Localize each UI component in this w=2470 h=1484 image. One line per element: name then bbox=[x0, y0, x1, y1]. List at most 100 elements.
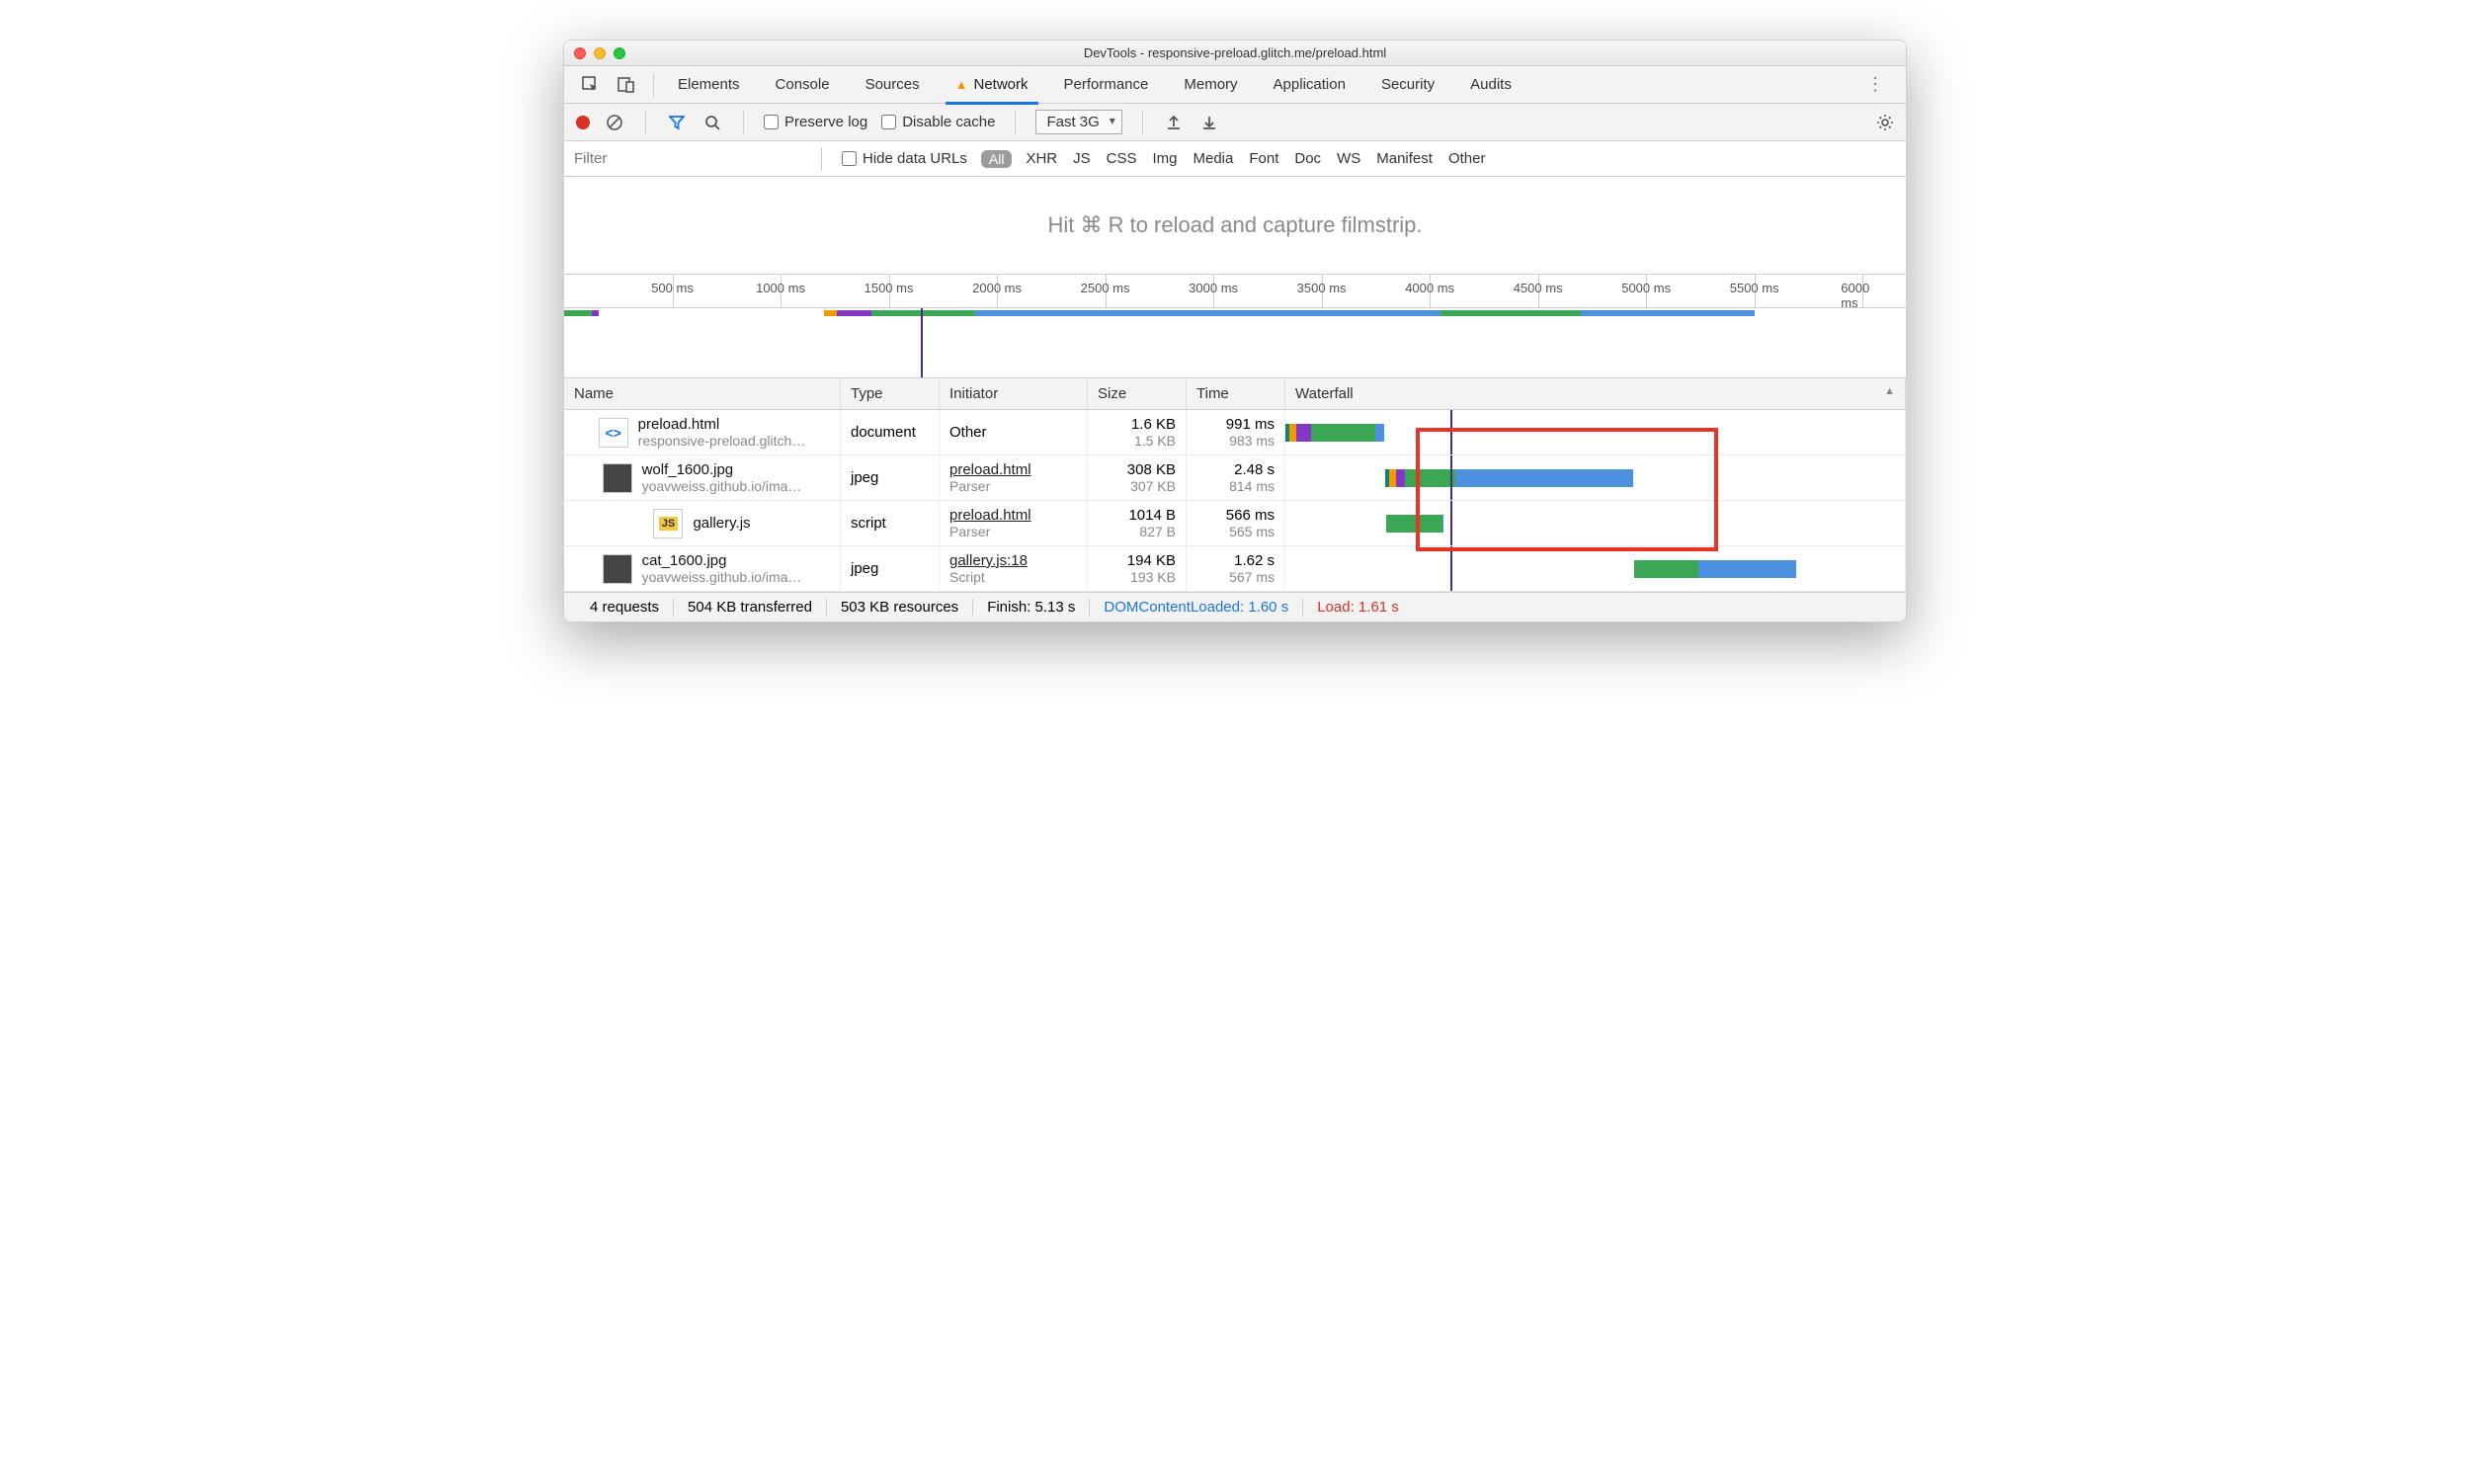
img-file-icon bbox=[603, 463, 632, 493]
request-name: preload.html bbox=[638, 416, 806, 433]
timeline-tick-label: 500 ms bbox=[651, 281, 694, 295]
tab-memory[interactable]: Memory bbox=[1166, 66, 1255, 104]
timeline-tick-label: 4000 ms bbox=[1405, 281, 1454, 295]
tab-sources[interactable]: Sources bbox=[848, 66, 938, 104]
timeline-tick-label: 6000 ms bbox=[1841, 281, 1884, 310]
col-size[interactable]: Size bbox=[1088, 378, 1187, 410]
timeline-chart bbox=[564, 308, 1906, 377]
more-menu-icon[interactable]: ⋮ bbox=[1851, 74, 1900, 95]
status-bar: 4 requests 504 KB transferred 503 KB res… bbox=[564, 592, 1906, 621]
request-type: jpeg bbox=[841, 546, 940, 592]
js-file-icon: JS bbox=[653, 509, 683, 538]
search-icon[interactable] bbox=[701, 112, 723, 133]
preserve-log-label: Preserve log bbox=[784, 114, 867, 130]
tab-network[interactable]: ▲Network bbox=[938, 66, 1046, 104]
tab-application[interactable]: Application bbox=[1256, 66, 1363, 104]
devtools-window: DevTools - responsive-preload.glitch.me/… bbox=[563, 40, 1907, 622]
requests-table: Name Type Initiator Size Time Waterfall … bbox=[564, 378, 1906, 592]
col-name[interactable]: Name bbox=[564, 378, 841, 410]
request-type: document bbox=[841, 410, 940, 455]
initiator-link[interactable]: preload.html bbox=[949, 507, 1077, 524]
disable-cache-label: Disable cache bbox=[902, 114, 995, 130]
initiator-link[interactable]: preload.html bbox=[949, 461, 1077, 478]
filter-type-css[interactable]: CSS bbox=[1107, 150, 1137, 167]
filter-icon[interactable] bbox=[666, 112, 688, 133]
status-finish: Finish: 5.13 s bbox=[973, 599, 1090, 616]
status-dcl: DOMContentLoaded: 1.60 s bbox=[1090, 599, 1303, 616]
record-button[interactable] bbox=[576, 116, 590, 129]
status-load: Load: 1.61 s bbox=[1303, 599, 1413, 616]
request-domain: yoavweiss.github.io/ima… bbox=[642, 569, 802, 585]
download-har-icon[interactable] bbox=[1198, 112, 1220, 133]
filter-type-media[interactable]: Media bbox=[1194, 150, 1234, 167]
timeline-tick-label: 4500 ms bbox=[1514, 281, 1563, 295]
html-file-icon: <> bbox=[599, 418, 628, 448]
request-domain: responsive-preload.glitch… bbox=[638, 433, 806, 449]
separator bbox=[821, 147, 822, 171]
timeline-tick-label: 2000 ms bbox=[972, 281, 1022, 295]
request-name: wolf_1600.jpg bbox=[642, 461, 802, 478]
throttling-select[interactable]: Fast 3G bbox=[1035, 110, 1121, 134]
filter-type-img[interactable]: Img bbox=[1152, 150, 1177, 167]
initiator-link: Other bbox=[949, 424, 1077, 441]
settings-icon[interactable] bbox=[1876, 114, 1894, 131]
warning-icon: ▲ bbox=[955, 77, 968, 92]
col-type[interactable]: Type bbox=[841, 378, 940, 410]
request-type: jpeg bbox=[841, 455, 940, 501]
titlebar: DevTools - responsive-preload.glitch.me/… bbox=[564, 41, 1906, 66]
status-resources: 503 KB resources bbox=[827, 599, 973, 616]
timeline-tick-label: 3500 ms bbox=[1297, 281, 1347, 295]
filmstrip-hint: Hit ⌘ R to reload and capture filmstrip. bbox=[564, 177, 1906, 274]
tab-performance[interactable]: Performance bbox=[1046, 66, 1167, 104]
filter-type-xhr[interactable]: XHR bbox=[1026, 150, 1057, 167]
tab-security[interactable]: Security bbox=[1363, 66, 1452, 104]
preserve-log-checkbox[interactable]: Preserve log bbox=[764, 114, 867, 130]
timeline-ruler: 500 ms 1000 ms 1500 ms 2000 ms 2500 ms 3000 m… bbox=[564, 275, 1906, 308]
network-toolbar: Preserve log Disable cache Fast 3G bbox=[564, 104, 1906, 141]
filter-type-other[interactable]: Other bbox=[1448, 150, 1486, 167]
request-type: script bbox=[841, 501, 940, 546]
hide-data-urls-checkbox[interactable]: Hide data URLs bbox=[842, 150, 967, 167]
timeline-tick-label: 1500 ms bbox=[864, 281, 914, 295]
col-time[interactable]: Time bbox=[1187, 378, 1285, 410]
timeline-tick-label: 3000 ms bbox=[1189, 281, 1238, 295]
device-toolbar-icon[interactable] bbox=[616, 74, 637, 96]
filter-type-all[interactable]: All bbox=[981, 150, 1013, 168]
separator bbox=[653, 73, 654, 97]
filter-input[interactable] bbox=[574, 150, 801, 167]
filter-bar: Hide data URLs All XHR JS CSS Img Media Font D… bbox=[564, 141, 1906, 177]
filter-type-js[interactable]: JS bbox=[1073, 150, 1091, 167]
tab-audits[interactable]: Audits bbox=[1452, 66, 1529, 104]
upload-har-icon[interactable] bbox=[1163, 112, 1185, 133]
status-transferred: 504 KB transferred bbox=[674, 599, 827, 616]
disable-cache-checkbox[interactable]: Disable cache bbox=[881, 114, 995, 130]
col-waterfall[interactable]: Waterfall bbox=[1285, 378, 1906, 410]
clear-icon[interactable] bbox=[604, 112, 625, 133]
separator bbox=[1142, 111, 1143, 134]
filter-type-font[interactable]: Font bbox=[1249, 150, 1278, 167]
filter-type-ws[interactable]: WS bbox=[1337, 150, 1360, 167]
panel-tabbar: ElementsConsoleSources▲NetworkPerformanc… bbox=[564, 66, 1906, 104]
separator bbox=[743, 111, 744, 134]
request-name: cat_1600.jpg bbox=[642, 552, 802, 569]
inspect-element-icon[interactable] bbox=[580, 74, 602, 96]
window-title: DevTools - responsive-preload.glitch.me/… bbox=[564, 45, 1906, 60]
status-requests: 4 requests bbox=[576, 599, 674, 616]
initiator-link[interactable]: gallery.js:18 bbox=[949, 552, 1077, 569]
timeline-tick-label: 5000 ms bbox=[1621, 281, 1671, 295]
filter-type-manifest[interactable]: Manifest bbox=[1376, 150, 1433, 167]
hide-data-urls-label: Hide data URLs bbox=[863, 150, 967, 167]
timeline-tick-label: 1000 ms bbox=[756, 281, 805, 295]
filter-type-doc[interactable]: Doc bbox=[1294, 150, 1321, 167]
request-domain: yoavweiss.github.io/ima… bbox=[642, 478, 802, 494]
img-file-icon bbox=[603, 554, 632, 584]
tab-elements[interactable]: Elements bbox=[660, 66, 758, 104]
col-initiator[interactable]: Initiator bbox=[940, 378, 1088, 410]
separator bbox=[1015, 111, 1016, 134]
request-name: gallery.js bbox=[693, 515, 750, 532]
separator bbox=[645, 111, 646, 134]
overview-timeline[interactable]: 500 ms 1000 ms 1500 ms 2000 ms 2500 ms 3000 m… bbox=[564, 274, 1906, 378]
timeline-tick-label: 5500 ms bbox=[1730, 281, 1779, 295]
timeline-tick-label: 2500 ms bbox=[1081, 281, 1130, 295]
tab-console[interactable]: Console bbox=[758, 66, 848, 104]
